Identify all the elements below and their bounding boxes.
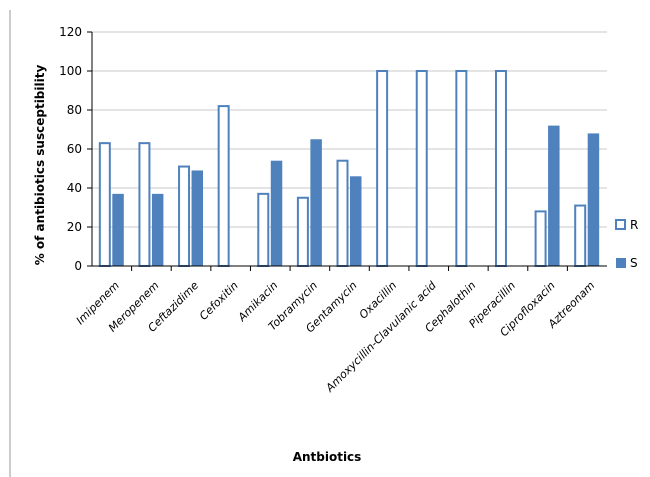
y-tick-label: 120 [59,25,82,39]
legend: RS [615,218,638,270]
bar-s-12 [587,133,600,266]
bar-r-5 [296,196,309,267]
category-label: Cefoxitin [197,279,241,323]
bar-r-8 [415,70,428,267]
bar-r-10 [494,70,507,267]
x-axis-labels: ImipenemMeropenemCeftazidimeCefoxitinAmi… [74,266,597,395]
bar-r-4 [257,192,270,268]
bar-r-0 [98,142,111,267]
bar-r-1 [138,142,151,267]
y-axis-title: % of antibiotics susceptibility [33,65,47,266]
y-tick-label: 0 [74,259,82,273]
y-tick-label: 100 [59,64,82,78]
y-tick-label: 40 [67,181,82,195]
x-axis-title: Antbiotics [293,450,362,464]
grid [92,31,607,228]
bar-s-11 [548,125,560,266]
y-tick-label: 60 [67,142,82,156]
bar-s-6 [350,176,362,266]
bar-r-2 [178,165,191,267]
legend-swatch-r [615,219,626,230]
bar-r-6 [336,159,349,267]
y-axis-ticks: 0 20 40 60 80 100 120 [59,25,92,273]
bar-s-1 [151,193,164,266]
bar-s-0 [112,193,124,266]
axes [91,32,607,267]
y-tick-label: 80 [67,103,82,117]
bar-s-4 [270,160,283,266]
bars [98,70,600,268]
bar-r-9 [455,70,468,267]
bar-r-12 [574,204,587,268]
bar-s-2 [191,170,204,266]
y-tick-label: 20 [67,220,82,234]
bar-s-5 [310,139,322,266]
legend-swatch-s [616,258,626,268]
bar-r-7 [376,70,389,267]
bar-r-3 [217,105,230,267]
bar-r-11 [534,210,547,267]
legend-label-r: R [630,218,638,232]
legend-label-s: S [630,256,638,270]
